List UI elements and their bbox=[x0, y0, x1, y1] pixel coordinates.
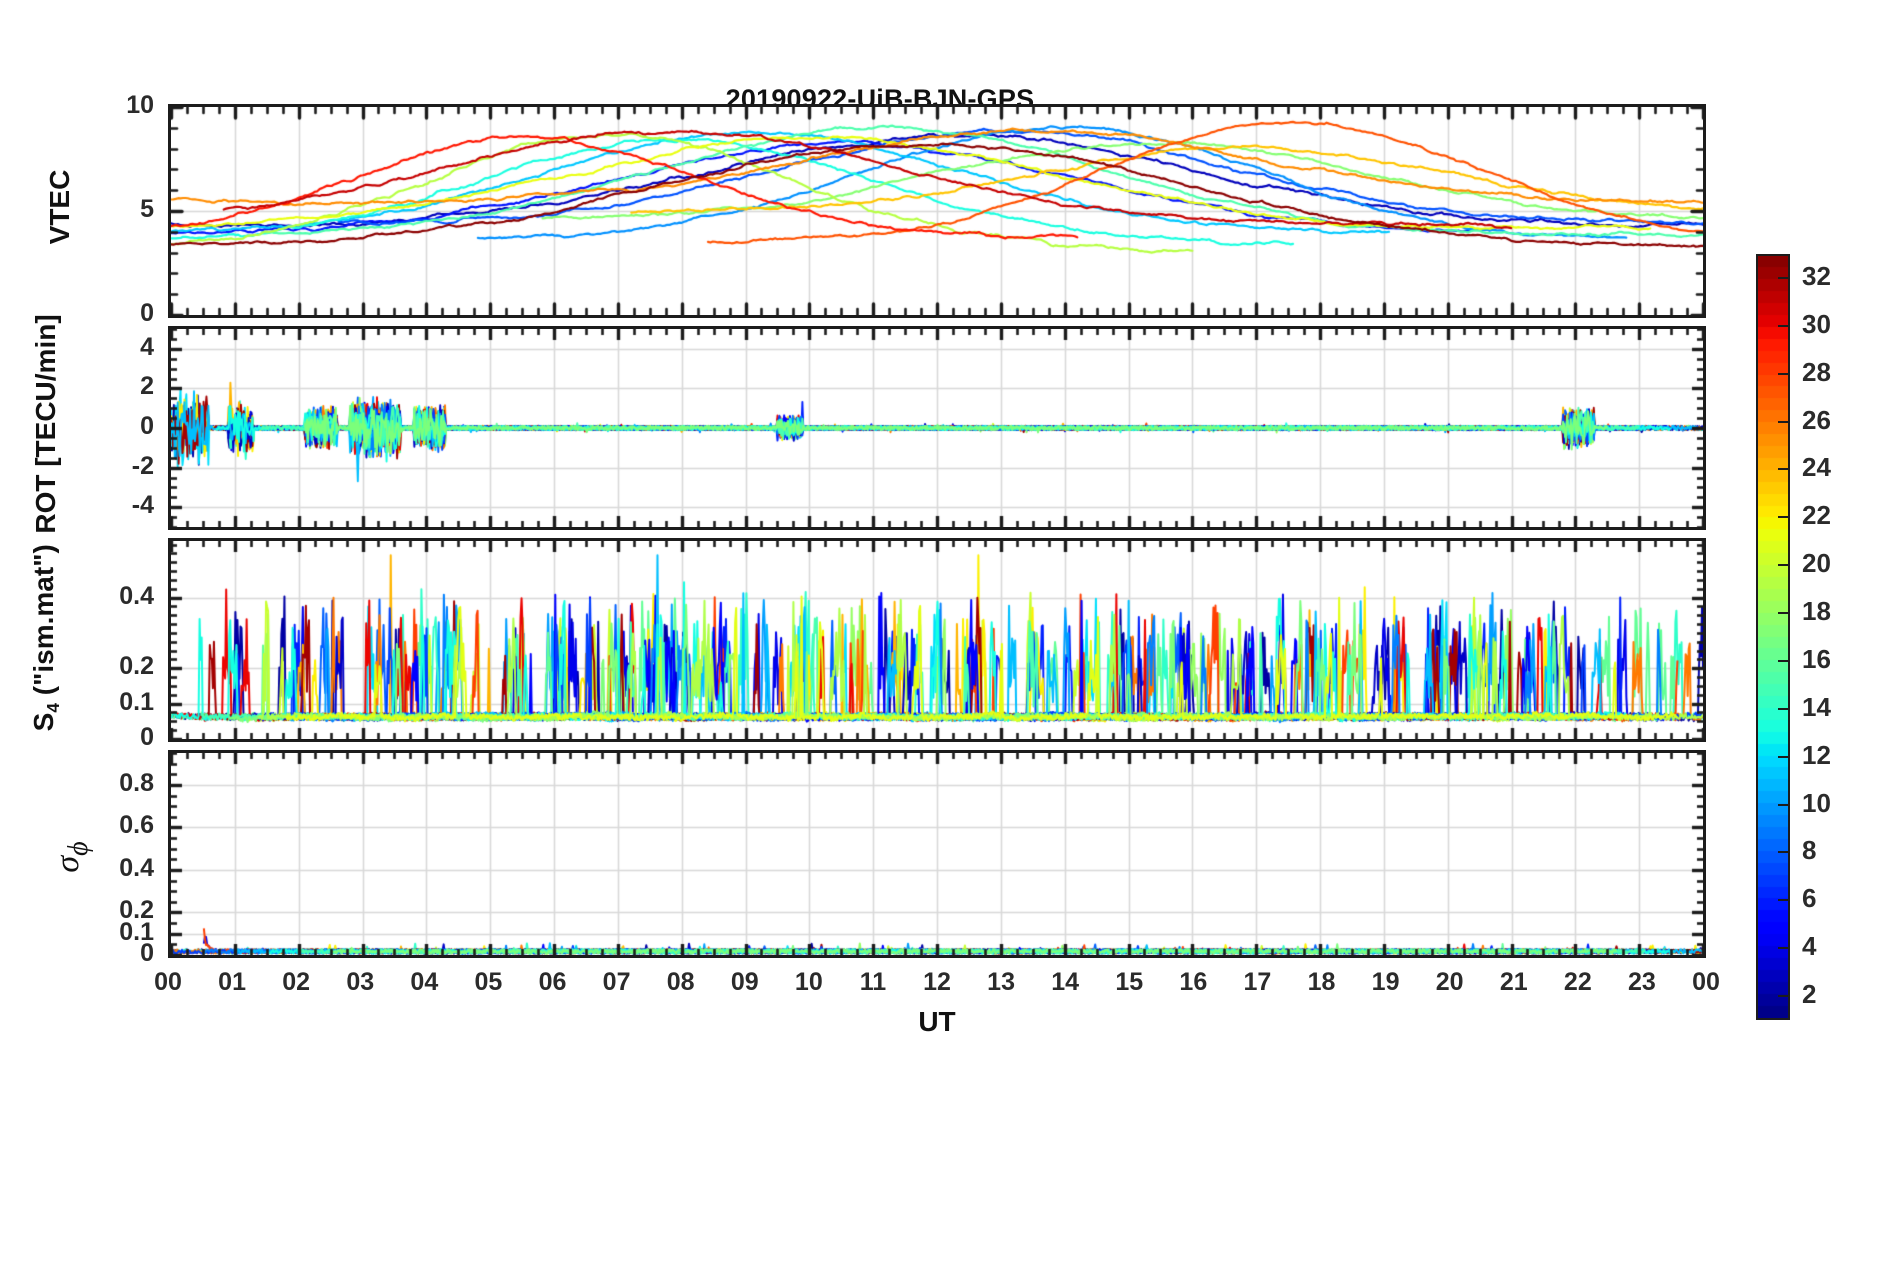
colorbar-tick bbox=[1778, 468, 1789, 471]
x-tick-label: 03 bbox=[346, 968, 375, 996]
y-tick-label: 0.4 bbox=[119, 581, 154, 610]
x-tick-label: 23 bbox=[1628, 968, 1656, 996]
colorbar-tick bbox=[1778, 803, 1789, 806]
colorbar-tick-label: 24 bbox=[1802, 452, 1831, 483]
colorbar-tick bbox=[1778, 564, 1789, 567]
y-tick-label: 0.6 bbox=[119, 811, 154, 840]
x-tick-label: 05 bbox=[474, 968, 503, 996]
y-tick-label: 0.2 bbox=[119, 652, 154, 681]
colorbar-tick bbox=[1778, 420, 1789, 423]
colorbar-tick-label: 14 bbox=[1802, 691, 1831, 722]
y-tick-label: 0 bbox=[140, 939, 154, 967]
colorbar-tick bbox=[1778, 755, 1789, 758]
colorbar-tick bbox=[1778, 707, 1789, 710]
y-tick-label: 0 bbox=[140, 299, 154, 327]
x-tick-label: 04 bbox=[410, 968, 439, 996]
panel-rot bbox=[168, 326, 1706, 530]
y-tick-label: 5 bbox=[140, 195, 154, 223]
colorbar-prn bbox=[1756, 254, 1790, 1020]
y-tick-label: 0.1 bbox=[119, 917, 154, 946]
x-tick-label: 21 bbox=[1499, 968, 1528, 996]
x-tick-label: 18 bbox=[1307, 968, 1336, 996]
colorbar-tick-label: 6 bbox=[1802, 883, 1817, 914]
colorbar-tick bbox=[1778, 612, 1789, 615]
x-tick-label: 07 bbox=[602, 968, 631, 996]
colorbar-tick-label: 32 bbox=[1802, 260, 1831, 291]
x-tick-label: 01 bbox=[218, 968, 246, 996]
colorbar-tick-label: 16 bbox=[1802, 643, 1831, 674]
colorbar-tick bbox=[1778, 995, 1789, 998]
panel-vtec bbox=[168, 104, 1706, 318]
colorbar-tick-label: 28 bbox=[1802, 356, 1831, 387]
colorbar-tick bbox=[1778, 899, 1789, 902]
y-tick-label: -2 bbox=[131, 451, 154, 480]
colorbar-tick bbox=[1778, 324, 1789, 327]
x-tick-label: 00 bbox=[1692, 968, 1720, 996]
colorbar-tick-label: 20 bbox=[1802, 548, 1831, 579]
colorbar-tick-label: 18 bbox=[1802, 596, 1831, 627]
colorbar-tick bbox=[1778, 516, 1789, 519]
x-tick-label: 16 bbox=[1179, 968, 1208, 996]
colorbar-tick-label: 12 bbox=[1802, 739, 1831, 770]
colorbar-tick bbox=[1778, 659, 1789, 662]
y-tick-label: -4 bbox=[131, 491, 154, 520]
colorbar-tick-label: 30 bbox=[1802, 308, 1831, 339]
y-tick-label: 0 bbox=[140, 723, 154, 751]
colorbar-tick-label: 22 bbox=[1802, 500, 1831, 531]
colorbar-tick bbox=[1778, 372, 1789, 375]
x-tick-label: 19 bbox=[1371, 968, 1400, 996]
x-tick-label: 20 bbox=[1435, 968, 1464, 996]
y-tick-label: 0 bbox=[140, 412, 154, 440]
x-tick-label: 08 bbox=[666, 968, 695, 996]
colorbar-tick-label: 26 bbox=[1802, 404, 1831, 435]
x-tick-label: 17 bbox=[1243, 968, 1272, 996]
panel-sigma-phi bbox=[168, 750, 1706, 958]
x-tick-label: 00 bbox=[154, 968, 182, 996]
y-tick-label: 0.4 bbox=[119, 853, 154, 882]
x-tick-label: 11 bbox=[859, 968, 887, 996]
x-tick-label: 13 bbox=[987, 968, 1015, 996]
y-tick-label: 2 bbox=[140, 372, 154, 401]
y-tick-label: 0.1 bbox=[119, 687, 154, 716]
colorbar-tick-label: 8 bbox=[1802, 835, 1817, 866]
colorbar-tick bbox=[1778, 276, 1789, 279]
colorbar-tick-label: 4 bbox=[1802, 931, 1817, 962]
colorbar-tick-label: 10 bbox=[1802, 787, 1831, 818]
colorbar-tick bbox=[1778, 851, 1789, 854]
y-tick-label: 4 bbox=[140, 332, 154, 361]
colorbar-tick bbox=[1778, 947, 1789, 950]
x-tick-label: 22 bbox=[1563, 968, 1592, 996]
panel-s4 bbox=[168, 538, 1706, 742]
colorbar-tick-label: 2 bbox=[1802, 979, 1817, 1010]
x-tick-label: 10 bbox=[794, 968, 823, 996]
x-axis-label: UT bbox=[918, 1006, 956, 1037]
x-tick-label: 02 bbox=[282, 968, 311, 996]
x-tick-label: 12 bbox=[923, 968, 951, 996]
y-tick-label: 0.2 bbox=[119, 896, 154, 925]
x-tick-label: 09 bbox=[730, 968, 759, 996]
x-tick-label: 06 bbox=[538, 968, 567, 996]
y-tick-label: 10 bbox=[126, 91, 154, 119]
x-tick-label: 15 bbox=[1115, 968, 1144, 996]
y-tick-label: 0.8 bbox=[119, 768, 154, 797]
x-tick-label: 14 bbox=[1051, 968, 1080, 996]
